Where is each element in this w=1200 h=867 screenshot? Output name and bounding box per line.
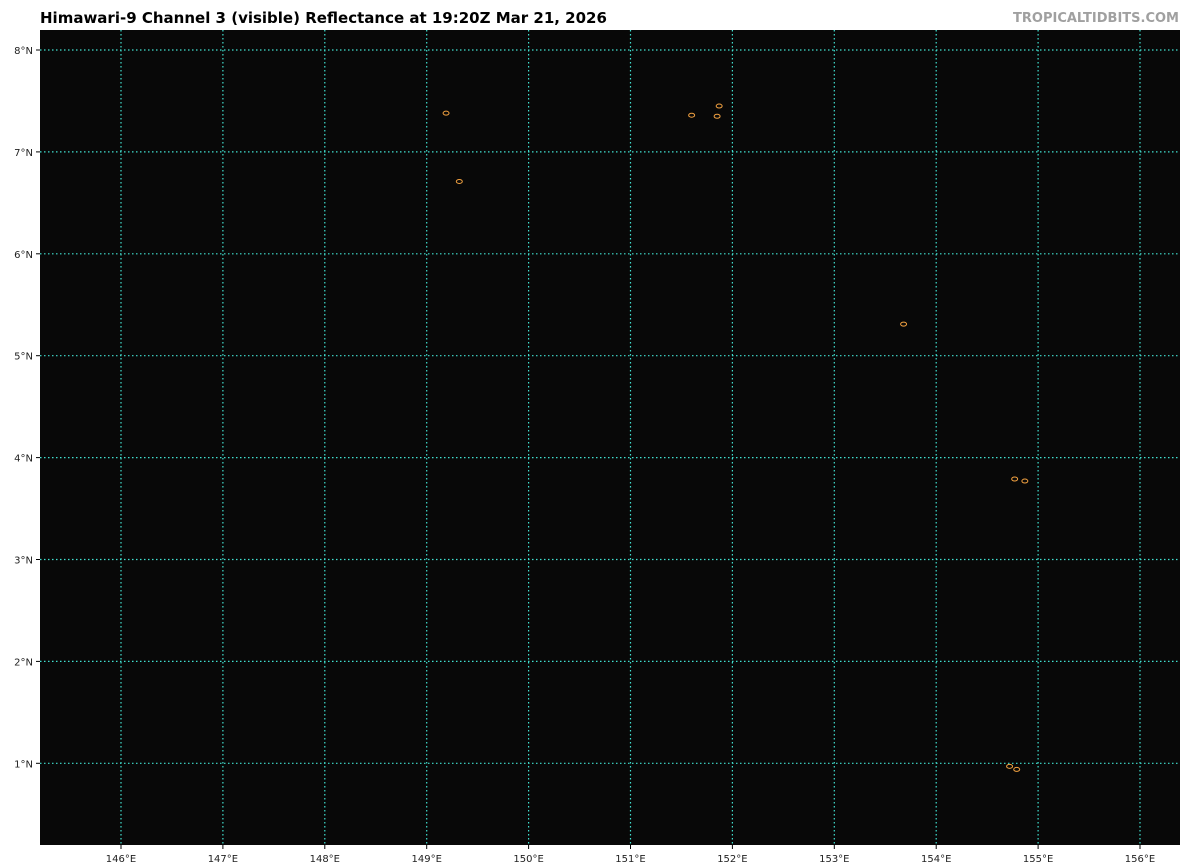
lon-tick-label: 156°E xyxy=(1125,854,1155,865)
island-coastline xyxy=(715,103,723,109)
lon-tick-label: 149°E xyxy=(411,854,441,865)
lat-tick-label: 7°N xyxy=(14,148,33,159)
lon-tick-label: 147°E xyxy=(208,854,238,865)
island-coastline xyxy=(1013,766,1021,772)
lon-tick-label: 155°E xyxy=(1023,854,1053,865)
island-coastline xyxy=(1021,478,1029,484)
lat-tick-label: 1°N xyxy=(14,759,33,770)
map-title: Himawari-9 Channel 3 (visible) Reflectan… xyxy=(40,9,607,27)
lat-tick-label: 2°N xyxy=(14,657,33,668)
satellite-image xyxy=(40,30,1180,845)
lat-tick-label: 8°N xyxy=(14,46,33,57)
lat-tick-label: 4°N xyxy=(14,454,33,465)
island-coastline xyxy=(900,321,908,327)
island-coastline xyxy=(713,113,721,119)
lat-tick-label: 3°N xyxy=(14,556,33,567)
lon-tick-label: 150°E xyxy=(513,854,543,865)
island-coastline xyxy=(1006,763,1014,769)
lon-tick-label: 153°E xyxy=(819,854,849,865)
island-coastline xyxy=(442,110,450,116)
lon-tick-label: 146°E xyxy=(106,854,136,865)
island-coastline xyxy=(1011,476,1019,482)
lat-tick-label: 5°N xyxy=(14,352,33,363)
lat-tick-label: 6°N xyxy=(14,250,33,261)
lon-tick-label: 152°E xyxy=(717,854,747,865)
lon-tick-label: 154°E xyxy=(921,854,951,865)
brand-watermark: TROPICALTIDBITS.COM xyxy=(1013,11,1179,26)
island-coastline xyxy=(455,178,463,184)
lon-tick-label: 151°E xyxy=(615,854,645,865)
lon-tick-label: 148°E xyxy=(310,854,340,865)
island-coastline xyxy=(688,112,696,118)
